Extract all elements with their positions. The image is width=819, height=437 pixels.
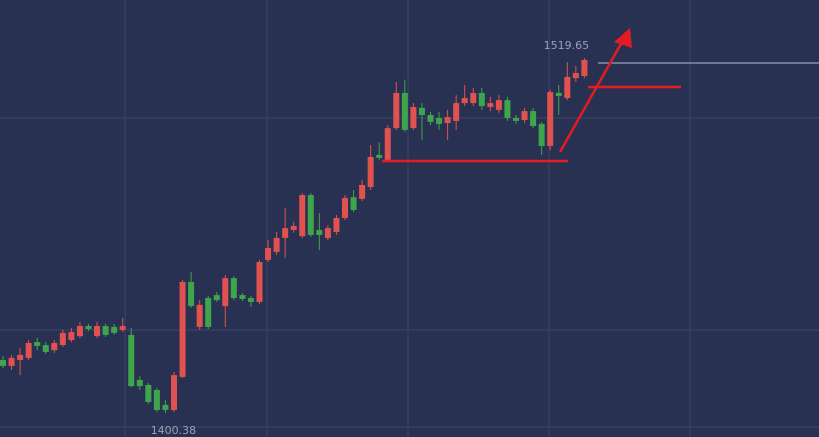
candle-body [51,342,58,351]
candle-body [265,248,272,260]
candle-body [478,92,485,107]
candle-body [316,229,323,235]
candle-body [188,281,195,307]
candle-body [102,326,109,335]
candle-body [495,100,502,110]
candle-body [324,228,331,238]
trend-arrow [558,41,624,153]
candle-body [453,103,460,121]
candle-body [572,73,579,79]
candle-body [34,342,41,346]
candle-body [470,92,477,104]
candles [0,58,588,413]
low-label: 1400.38 [151,424,197,437]
candle-body [213,295,220,301]
candle-body [401,92,408,130]
candle-body [427,114,434,122]
candle-body [256,262,263,302]
candle-body [547,92,554,146]
candle-body [410,106,417,129]
candle-body [376,154,383,158]
high-label: 1519.65 [544,39,590,52]
candle-body [153,390,160,410]
candle-body [513,117,519,121]
candle-body [307,195,314,235]
candle-body [247,298,254,302]
candle-body [436,117,443,124]
annotations [382,28,681,163]
candle-body [367,156,374,188]
candle-body [393,92,400,129]
candle-body [273,237,280,252]
candle-body [504,100,511,118]
candle-body [76,326,83,337]
candle-body [111,326,118,333]
candle-body [136,379,143,387]
candle-body [538,123,545,146]
candle-body [487,103,494,107]
arrow-head [614,28,632,48]
candle-body [128,334,135,387]
candle-body [239,295,246,299]
candle-body [85,326,92,330]
candle-body [461,98,468,104]
candle-body [196,304,203,327]
candle-body [17,354,24,360]
candle-body [68,331,75,341]
candle-body [444,117,451,124]
candle-body [359,184,366,199]
candle-body [530,111,537,127]
candle-body [119,326,126,330]
candle-body [299,195,306,237]
candle-body [179,281,186,377]
candle-body [8,357,15,366]
candle-body [171,375,177,410]
candle-body [290,226,297,230]
candle-body [564,76,571,99]
candle-body [350,197,357,210]
candle-body [94,326,101,337]
candle-body [521,111,528,121]
candle-body [162,404,169,410]
candle-body [59,332,66,346]
candle-body [25,342,32,358]
candle-body [205,298,212,327]
candle-body [384,128,391,160]
candle-body [145,384,152,402]
candle-body [42,345,49,352]
candle-body [0,359,6,366]
candle-body [230,278,237,299]
candle-body [581,59,588,77]
candle-body [342,198,348,218]
candle-body [418,107,425,115]
candle-body [333,217,340,232]
candle-body [282,228,289,238]
candle-body [555,92,562,96]
candle-body [222,278,229,307]
